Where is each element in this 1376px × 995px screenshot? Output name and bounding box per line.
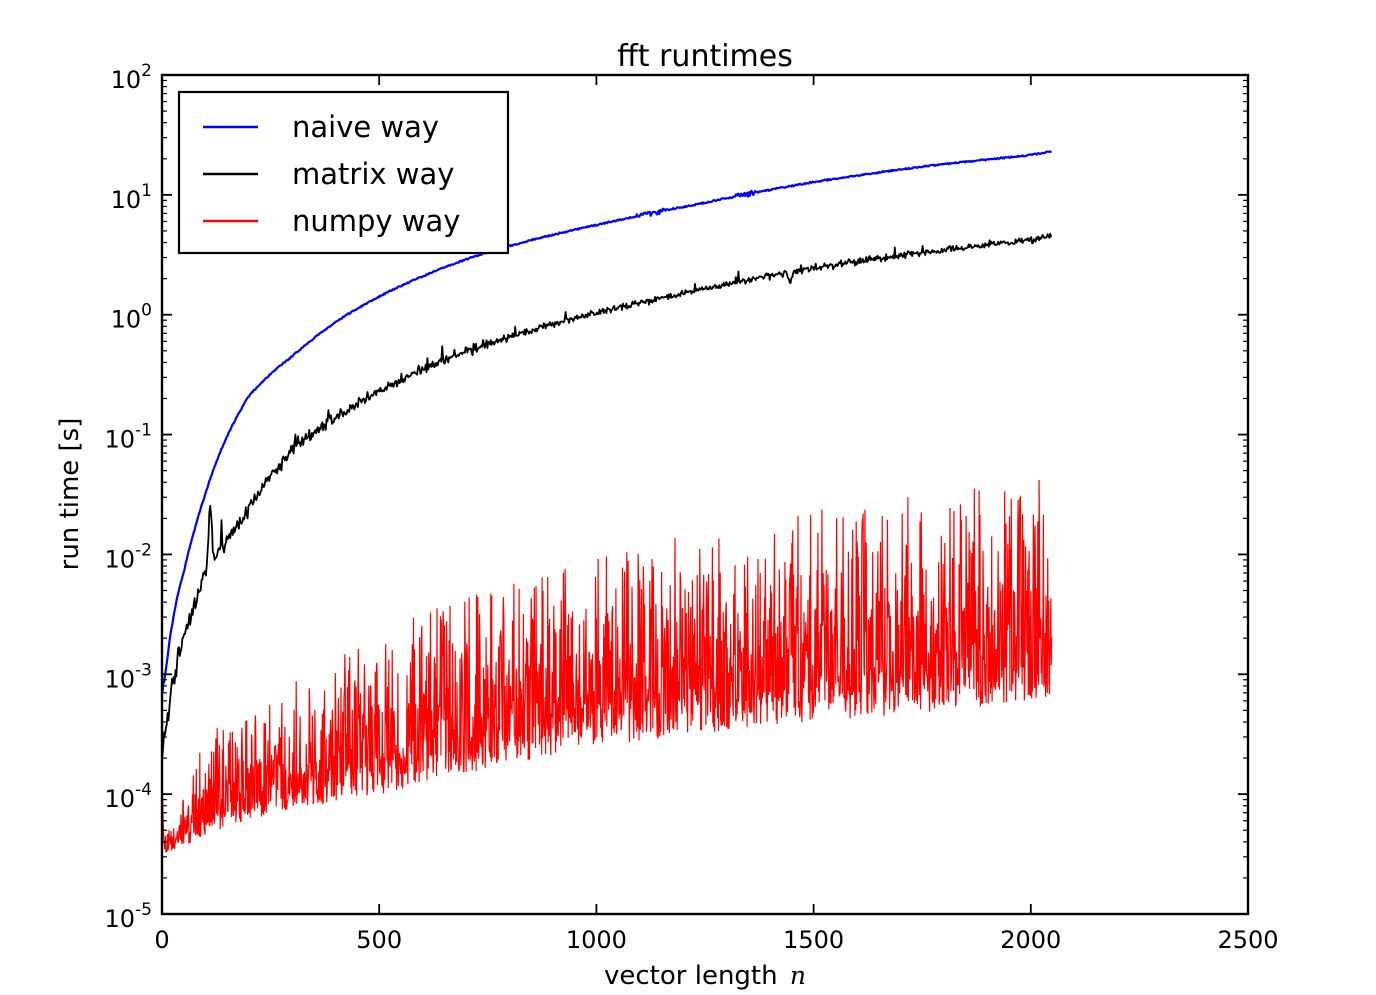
y-tick-label: 10-2 xyxy=(105,540,153,573)
y-tick-label: 100 xyxy=(111,301,152,334)
y-tick-label: 10-1 xyxy=(105,421,153,454)
y-tick-label: 10-4 xyxy=(105,780,153,813)
legend-entry-label: numpy way xyxy=(292,204,460,238)
x-tick-label: 1500 xyxy=(783,926,844,954)
legend-entry-naive-way: naive way xyxy=(203,110,439,144)
legend-entry-numpy-way: numpy way xyxy=(203,204,460,238)
legend-entry-label: matrix way xyxy=(292,157,454,191)
series-naive-way xyxy=(162,150,1053,694)
series-matrix-way xyxy=(162,232,1053,757)
x-axis-label-variable: n xyxy=(790,961,806,990)
series-numpy-way xyxy=(162,479,1053,853)
y-tick-label: 101 xyxy=(111,181,152,214)
legend: naive way matrix way numpy way xyxy=(177,90,510,255)
x-tick-label: 0 xyxy=(154,926,169,954)
legend-frame xyxy=(177,90,510,255)
plot-frame xyxy=(160,73,1250,916)
legend-entry-label: naive way xyxy=(292,110,439,144)
y-axis-label: run time [s] xyxy=(55,418,85,571)
x-tick-label: 1000 xyxy=(566,926,627,954)
x-tick-label: 500 xyxy=(356,926,402,954)
x-tick-label: 2500 xyxy=(1217,926,1278,954)
x-axis-label-text: vector length xyxy=(604,961,786,991)
series-layer xyxy=(162,150,1053,853)
x-axis-label: vector length n xyxy=(604,961,806,991)
y-tick-label: 10-5 xyxy=(105,900,153,933)
x-tick-label: 2000 xyxy=(1000,926,1061,954)
legend-entry-matrix-way: matrix way xyxy=(203,157,454,191)
y-tick-label: 10-3 xyxy=(105,660,153,693)
y-tick-label: 102 xyxy=(111,61,152,94)
chart-title: fft runtimes xyxy=(617,39,793,74)
axes-layer: 0 500 1000 1500 2000 2500 102 101 100 10-1 10-2 10-… xyxy=(105,61,1279,954)
